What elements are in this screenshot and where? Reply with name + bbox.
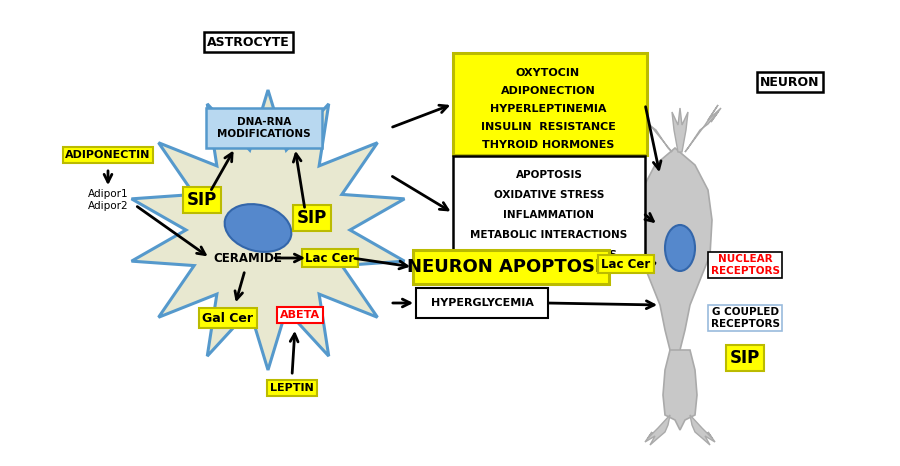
Polygon shape	[685, 105, 721, 152]
Text: OXYTOCIN: OXYTOCIN	[516, 68, 580, 78]
Text: SIP: SIP	[297, 209, 327, 227]
Text: INSULIN  RESISTANCE: INSULIN RESISTANCE	[481, 122, 616, 132]
Text: ASTROCYTE: ASTROCYTE	[207, 35, 290, 48]
Text: Lac Cer: Lac Cer	[305, 252, 355, 265]
Text: THYROID HORMONES: THYROID HORMONES	[482, 140, 614, 150]
Polygon shape	[638, 148, 712, 365]
Text: HYPERGLYCEMIA: HYPERGLYCEMIA	[430, 298, 534, 308]
Text: DNA-RNA
MODIFICATIONS: DNA-RNA MODIFICATIONS	[217, 117, 310, 139]
Text: NEURON APOPTOSIS: NEURON APOPTOSIS	[407, 258, 615, 276]
Text: SIP: SIP	[187, 191, 217, 209]
FancyBboxPatch shape	[416, 288, 548, 318]
Text: LEPTIN: LEPTIN	[270, 383, 314, 393]
Text: CERAMIDE: CERAMIDE	[213, 252, 283, 265]
Text: ENERGY HOMEOSTASIS: ENERGY HOMEOSTASIS	[482, 250, 616, 260]
Polygon shape	[672, 108, 688, 152]
FancyBboxPatch shape	[413, 250, 609, 284]
Text: NEURON: NEURON	[760, 75, 820, 89]
Polygon shape	[645, 415, 670, 445]
Text: OXIDATIVE STRESS: OXIDATIVE STRESS	[494, 190, 604, 200]
Polygon shape	[690, 415, 715, 445]
Text: NUCLEAR
RECEPTORS: NUCLEAR RECEPTORS	[710, 254, 779, 276]
Polygon shape	[635, 105, 672, 152]
Text: HYPERLEPTINEMIA: HYPERLEPTINEMIA	[490, 104, 607, 114]
FancyBboxPatch shape	[453, 156, 645, 270]
FancyBboxPatch shape	[206, 108, 322, 148]
Text: ADIPONECTION: ADIPONECTION	[500, 86, 596, 96]
Text: SIP: SIP	[730, 349, 760, 367]
Text: INFLAMMATION: INFLAMMATION	[503, 210, 595, 220]
Text: Gal Cer: Gal Cer	[202, 311, 254, 324]
Polygon shape	[131, 90, 404, 370]
Text: METABOLIC INTERACTIONS: METABOLIC INTERACTIONS	[471, 230, 627, 240]
Text: Adipor1
Adipor2: Adipor1 Adipor2	[87, 189, 129, 211]
Polygon shape	[663, 350, 697, 430]
FancyBboxPatch shape	[453, 53, 647, 155]
Text: G COUPLED
RECEPTORS: G COUPLED RECEPTORS	[710, 307, 779, 329]
Text: ABETA: ABETA	[280, 310, 320, 320]
Text: ADIPONECTIN: ADIPONECTIN	[66, 150, 150, 160]
Ellipse shape	[665, 225, 695, 271]
Text: Lac Cer: Lac Cer	[601, 258, 651, 270]
Ellipse shape	[225, 204, 292, 252]
Text: APOPTOSIS: APOPTOSIS	[516, 170, 582, 180]
